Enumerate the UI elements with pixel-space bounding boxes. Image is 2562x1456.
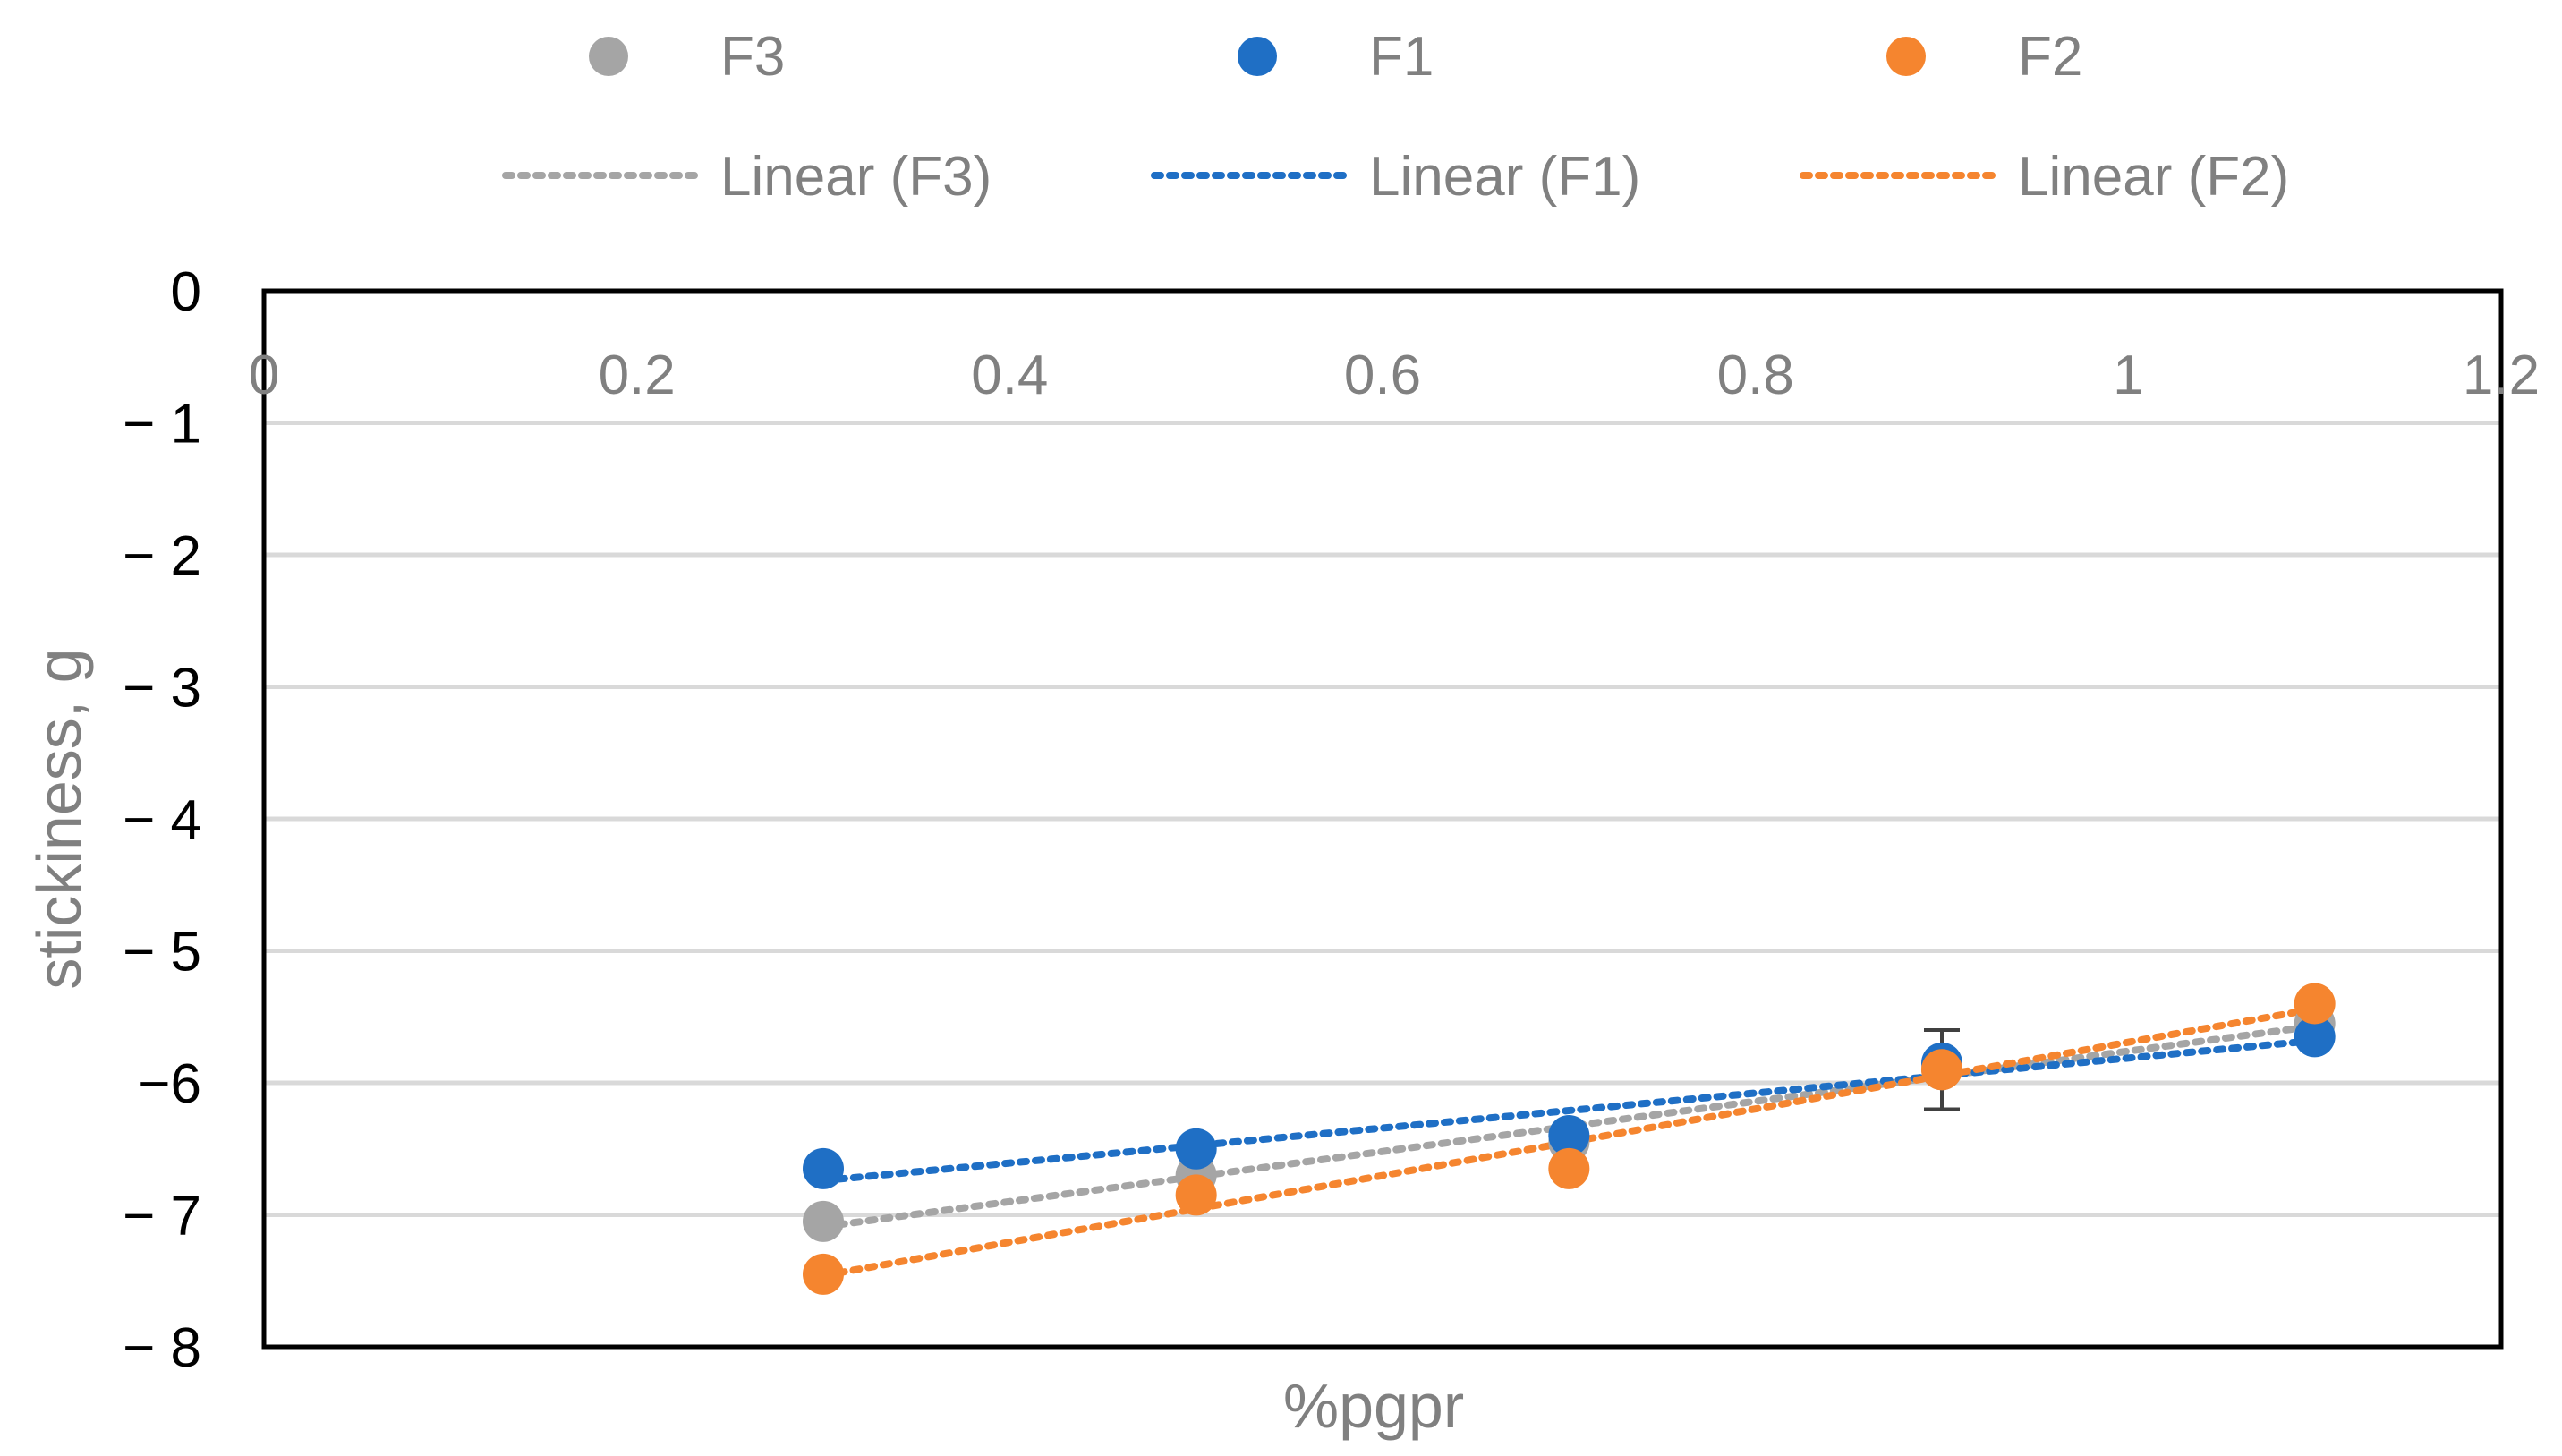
legend-label-f2: F2	[2018, 26, 2082, 88]
trendline-f1	[820, 1036, 2319, 1185]
y-tick-label: − 4	[123, 789, 201, 851]
x-tick-label: 0	[249, 345, 279, 406]
data-point-f2	[1548, 1147, 1590, 1189]
legend-trendline-label-f3: Linear (F3)	[720, 146, 992, 208]
data-point-f1	[803, 1147, 844, 1189]
x-tick-label: 0.8	[1717, 345, 1794, 406]
data-point-f3	[803, 1200, 844, 1242]
y-tick-label: − 5	[123, 922, 201, 983]
x-tick-label: 0.4	[971, 345, 1048, 406]
y-tick-label: −6	[138, 1053, 201, 1115]
x-axis-title: %pgpr	[1283, 1371, 1464, 1441]
y-tick-label: − 1	[123, 394, 201, 456]
y-tick-label: 0	[171, 261, 201, 323]
legend-label-f1: F1	[1369, 26, 1434, 88]
legend-trendline-label-f1: Linear (F1)	[1369, 146, 1640, 208]
data-point-f1	[1548, 1115, 1590, 1156]
y-tick-label: − 3	[123, 658, 201, 719]
y-tick-label: − 8	[123, 1317, 201, 1379]
x-tick-label: 0.6	[1344, 345, 1421, 406]
legend-trendline-label-f2: Linear (F2)	[2018, 146, 2289, 208]
legend-label-f3: F3	[720, 26, 785, 88]
legend-marker-f2	[1886, 37, 1926, 76]
plot-border	[261, 288, 2504, 1350]
x-tick-label: 0.2	[599, 345, 676, 406]
data-point-f2	[2294, 983, 2336, 1025]
data-point-f2	[1175, 1174, 1217, 1216]
x-tick-label: 1	[2113, 345, 2143, 406]
x-tick-label: 1.2	[2463, 345, 2540, 406]
data-point-f2	[1921, 1049, 1962, 1091]
y-tick-label: − 7	[123, 1186, 201, 1247]
data-point-f2	[803, 1253, 844, 1295]
legend-marker-f1	[1238, 37, 1277, 76]
data-point-f1	[1175, 1128, 1217, 1170]
y-axis-title: stickiness, g	[24, 648, 94, 989]
data-point-f1	[2294, 1016, 2336, 1058]
y-tick-label: − 2	[123, 525, 201, 587]
legend-marker-f3	[589, 37, 628, 76]
